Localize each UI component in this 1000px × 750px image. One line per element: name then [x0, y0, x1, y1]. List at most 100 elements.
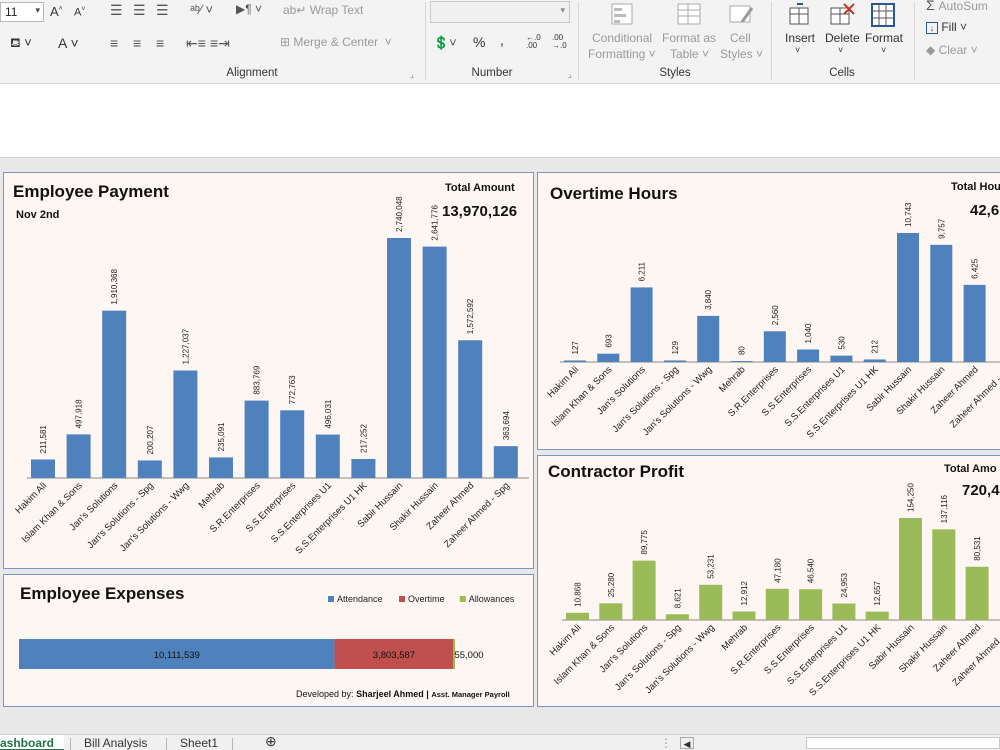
- employee-payment-subtitle: Nov 2nd: [16, 209, 60, 221]
- employee-expenses-panel[interactable]: Employee Expenses 10,111,539 3,803,587 55,…: [3, 574, 534, 707]
- employee-payment-chart: 211,581 Hakim Ali 497,918 Islam Khan & Sons…: [13, 196, 529, 556]
- category-label: Islam Khan & Sons: [20, 480, 85, 545]
- bar: [244, 400, 269, 478]
- employee-payment-title: Employee Payment: [13, 182, 169, 201]
- cell-styles-label-2: Styles ˅: [720, 47, 764, 61]
- bar: [963, 284, 986, 362]
- currency-icon[interactable]: 💲˅: [433, 35, 457, 50]
- font-color-icon[interactable]: A ˅: [58, 35, 79, 51]
- align-bottom-icon[interactable]: ☰: [156, 2, 169, 18]
- comma-button[interactable]: ,: [500, 32, 504, 48]
- format-as-table-button[interactable]: Format as Table ˅: [662, 0, 716, 64]
- category-label: S.S.Enterprises U1: [785, 622, 850, 687]
- data-label: 12,657: [873, 581, 882, 606]
- insert-button[interactable]: Insert ˅: [781, 0, 819, 64]
- scroll-left-icon[interactable]: ◀: [680, 737, 694, 749]
- legend-label: Allowances: [469, 594, 515, 604]
- bar: [458, 340, 483, 478]
- bar: [830, 355, 853, 362]
- data-label: 1,227,037: [181, 328, 190, 364]
- tab-separator: [166, 738, 167, 750]
- merge-center-button[interactable]: ⊞ Merge & Center ˅: [280, 35, 392, 49]
- group-label-styles: Styles: [659, 67, 691, 79]
- category-label: Mehrab: [717, 364, 748, 395]
- font-size-select[interactable]: 11 ▾: [0, 2, 44, 22]
- data-label: 129: [671, 341, 680, 355]
- insert-label: Insert: [785, 31, 816, 45]
- alignment-launcher-icon[interactable]: ⌟: [410, 70, 414, 79]
- contractor-profit-panel[interactable]: Contractor Profit Total Amo 720,4 10,868…: [537, 455, 1000, 707]
- add-sheet-icon[interactable]: ⊕: [265, 733, 277, 749]
- group-label-cells: Cells: [829, 67, 855, 79]
- data-label: 89,775: [640, 530, 649, 555]
- employee-payment-panel[interactable]: Employee Payment Nov 2nd Total Amount 13…: [3, 172, 534, 569]
- fill-button[interactable]: ↓ Fill ˅: [926, 20, 967, 34]
- autosum-button[interactable]: Σ AutoSum: [926, 0, 988, 13]
- wrap-text-button[interactable]: ab↵ Wrap Text: [283, 3, 363, 17]
- align-center-icon[interactable]: ≡: [133, 35, 142, 51]
- format-as-table-label-2: Table ˅: [670, 47, 710, 61]
- number-format-select[interactable]: ▾: [430, 1, 570, 23]
- bar: [351, 458, 376, 478]
- segment-label: 55,000: [454, 650, 483, 661]
- bar: [765, 588, 789, 620]
- stacked-segment: [19, 639, 335, 669]
- tab-label: Bill Analysis: [84, 736, 148, 750]
- credit-divider: |: [426, 689, 429, 699]
- horizontal-scrollbar[interactable]: [806, 737, 1000, 749]
- bar: [209, 457, 233, 478]
- category-label: Jan's Solutions - Wwg: [118, 480, 192, 554]
- increase-indent-icon[interactable]: ≡⇥: [210, 35, 230, 51]
- align-right-icon[interactable]: ≡: [156, 35, 165, 51]
- overtime-hours-total-value: 42,6: [970, 202, 1000, 219]
- separator: [914, 2, 915, 80]
- align-middle-icon[interactable]: ☰: [133, 2, 146, 18]
- data-label: 363,694: [502, 411, 511, 440]
- conditional-formatting-button[interactable]: Conditional Formatting ˅: [588, 0, 660, 64]
- category-label: Mehrab: [197, 480, 228, 511]
- decrease-indent-icon[interactable]: ⇤≡: [186, 35, 206, 51]
- align-top-icon[interactable]: ☰: [110, 2, 123, 18]
- data-label: 1,040: [804, 323, 813, 344]
- clear-label: Clear ˅: [938, 43, 978, 57]
- tab-options-icon[interactable]: ⋮: [660, 736, 672, 750]
- fill-color-icon[interactable]: ⛾ ˅: [10, 35, 32, 50]
- clear-button[interactable]: ◆ Clear ˅: [926, 43, 978, 57]
- bar: [932, 529, 956, 620]
- formula-area: [0, 84, 1000, 158]
- cell-styles-button[interactable]: Cell Styles ˅: [718, 0, 766, 64]
- data-label: 217,252: [359, 424, 368, 453]
- tab-bill-analysis[interactable]: Bill Analysis: [84, 735, 164, 750]
- format-button[interactable]: Format ˅: [864, 0, 906, 64]
- increase-decimal-button[interactable]: ←.0 .00: [526, 33, 541, 50]
- percent-button[interactable]: %: [473, 34, 486, 50]
- data-label: 6,211: [638, 261, 647, 281]
- data-label: 53,231: [707, 554, 716, 579]
- align-left-icon[interactable]: ≡: [110, 35, 119, 51]
- delete-button[interactable]: Delete ˅: [822, 0, 862, 64]
- tab-dashboard[interactable]: ashboard: [0, 735, 64, 750]
- decrease-decimal-button[interactable]: .00 →.0: [552, 33, 567, 50]
- contractor-profit-total-label: Total Amo: [944, 463, 997, 475]
- shrink-font-icon[interactable]: A˅: [74, 6, 86, 19]
- bar: [566, 612, 589, 620]
- data-label: 693: [604, 334, 613, 348]
- overtime-hours-panel[interactable]: Overtime Hours Total Hou 42,6 127 Hakim A…: [537, 172, 1000, 450]
- orientation-icon[interactable]: ᵃᵇ⁄ ˅: [190, 2, 214, 17]
- bar: [799, 589, 823, 620]
- grow-font-icon[interactable]: A˄: [50, 4, 63, 19]
- data-label: 9,757: [937, 218, 946, 239]
- bar: [665, 614, 689, 620]
- bar: [930, 244, 953, 362]
- bar: [173, 370, 198, 478]
- data-label: 496,031: [324, 399, 333, 428]
- rtl-icon[interactable]: ▶¶ ˅: [236, 2, 263, 16]
- data-label: 10,868: [574, 582, 583, 607]
- data-label: 80,531: [973, 536, 982, 561]
- data-label: 137,116: [940, 494, 949, 523]
- number-launcher-icon[interactable]: ⌟: [568, 70, 572, 79]
- tab-sheet1[interactable]: Sheet1: [180, 735, 230, 750]
- delete-cells-icon: [830, 3, 855, 25]
- cell-styles-label: Cell: [730, 31, 751, 45]
